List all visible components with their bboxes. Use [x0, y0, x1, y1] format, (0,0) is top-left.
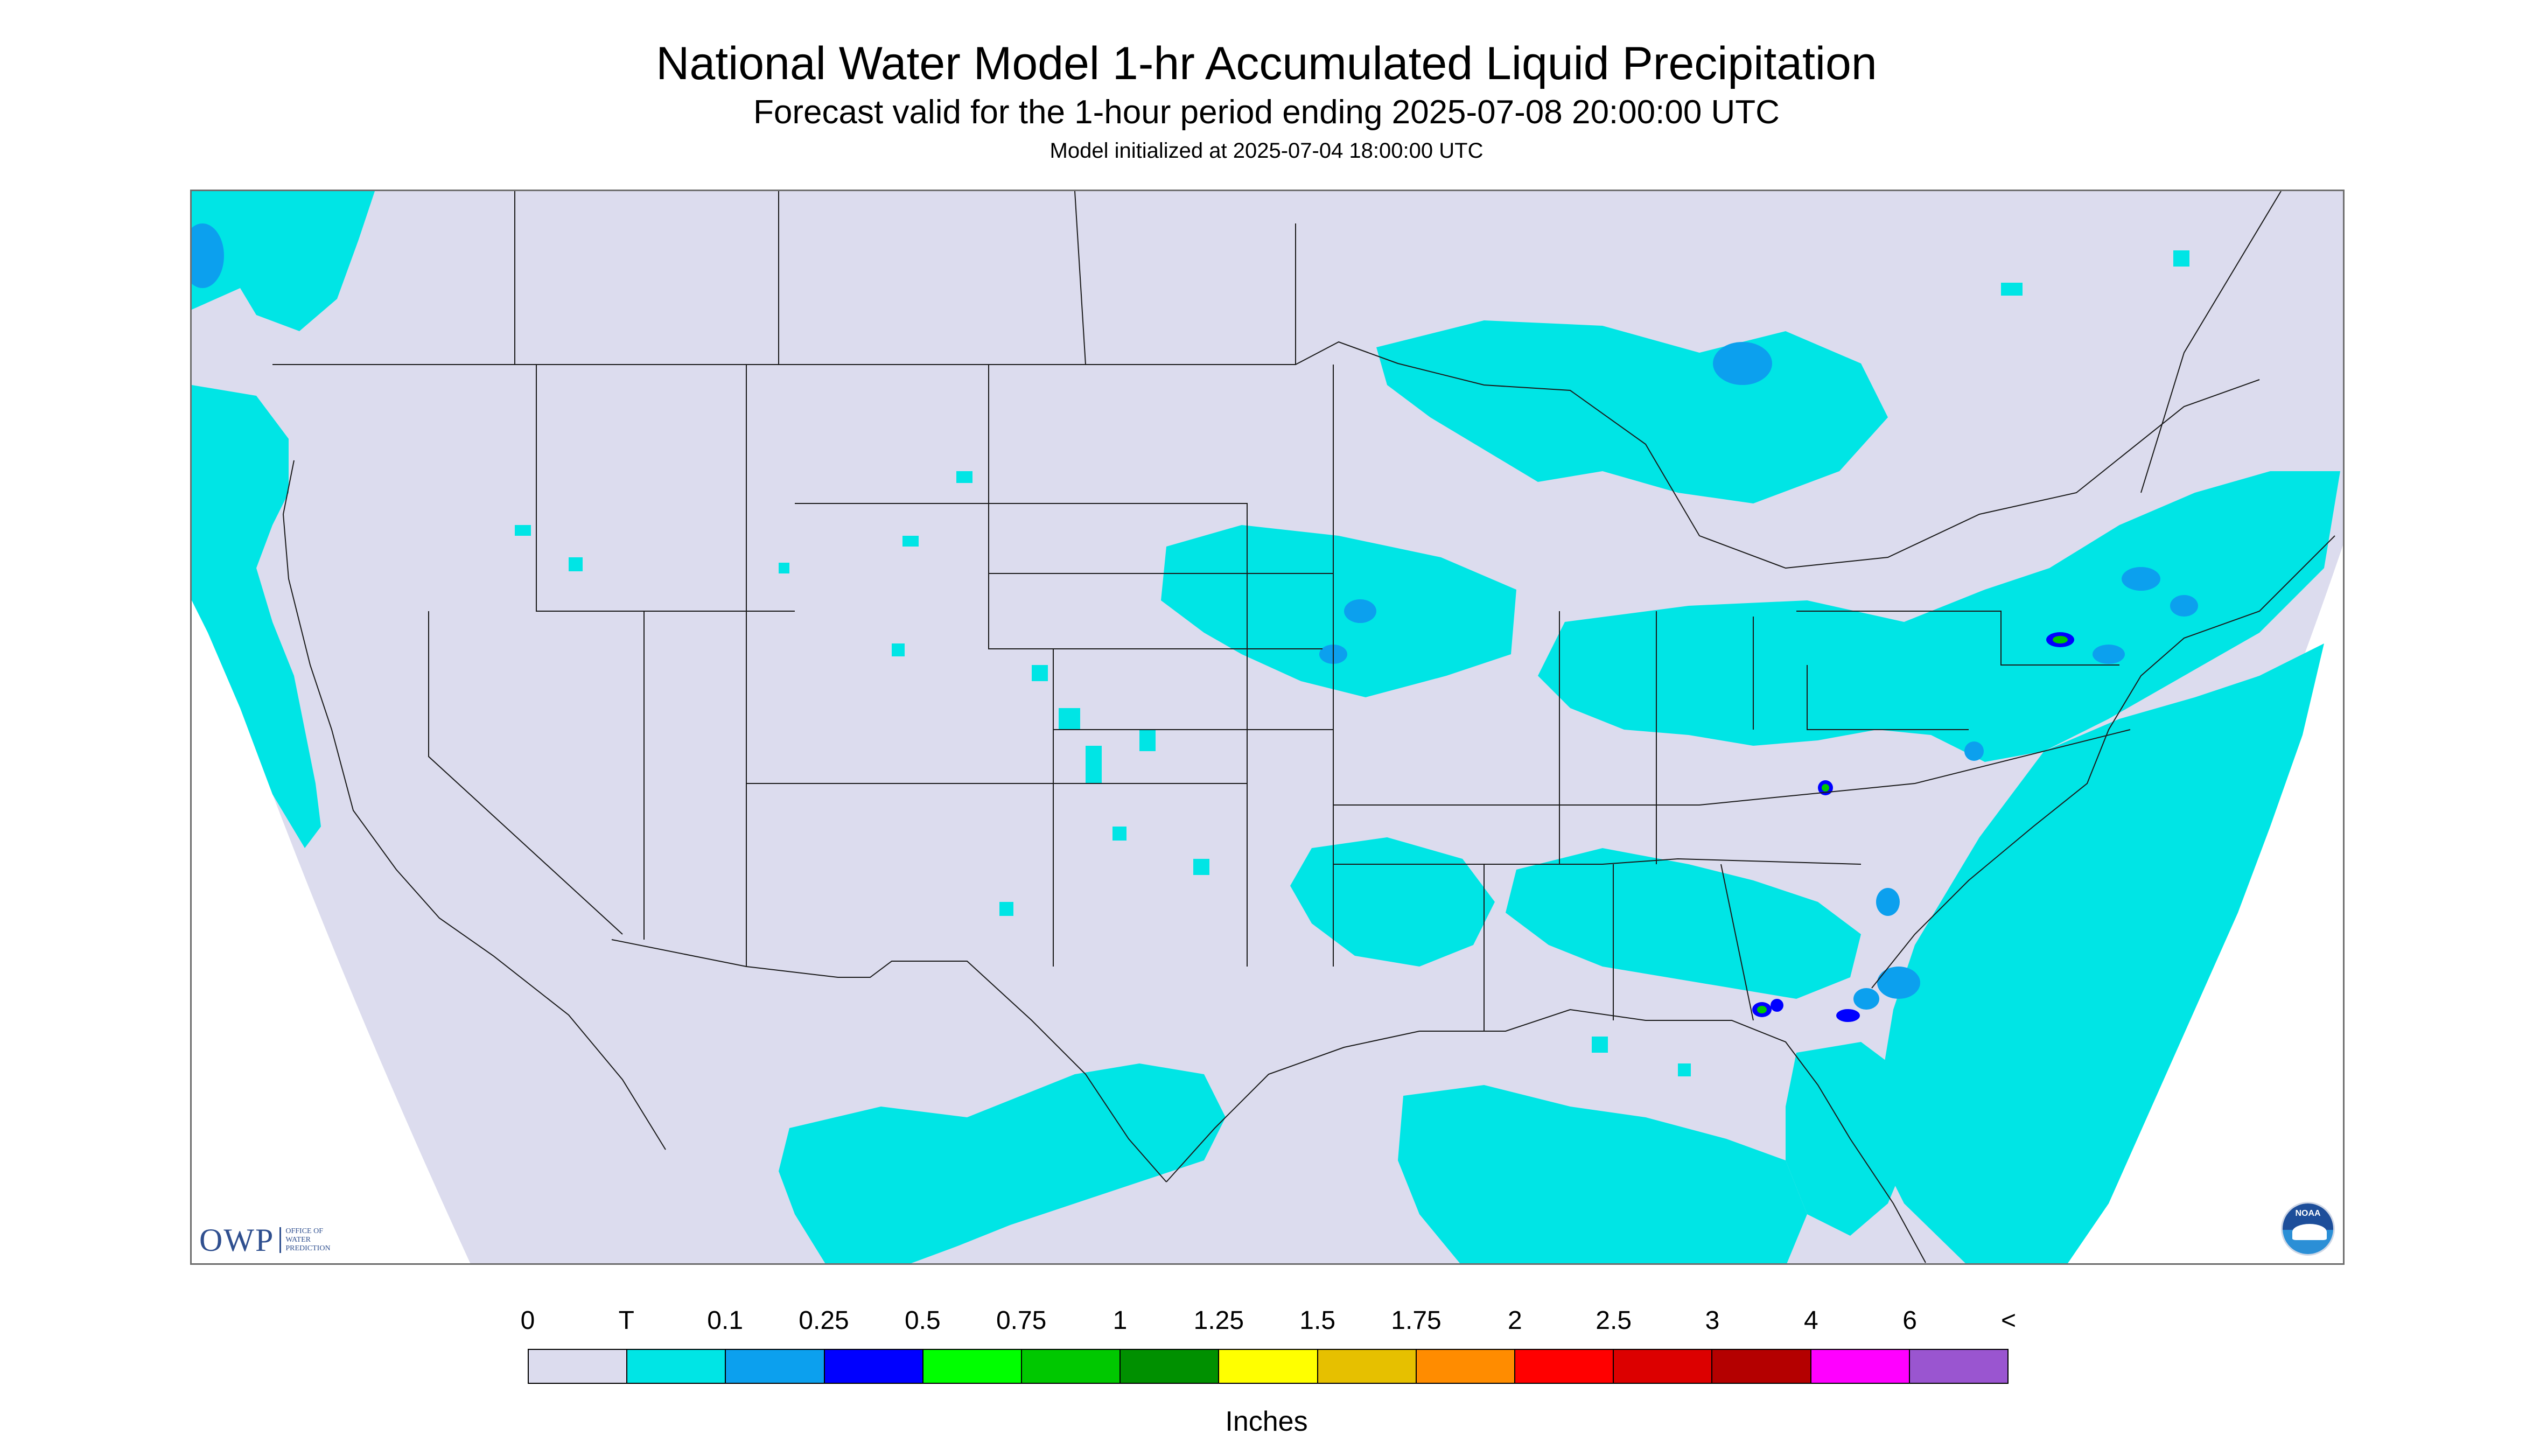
legend-swatch	[1614, 1350, 1713, 1383]
state-line-west-2	[428, 611, 623, 935]
legend-label: 3	[1705, 1306, 1720, 1335]
state-line-mid-atlantic	[1807, 665, 1969, 730]
legend-colorbar	[528, 1349, 2009, 1384]
legend-label: 0.25	[799, 1306, 849, 1335]
state-line-mountain-2	[795, 503, 1054, 967]
legend-swatch	[824, 1350, 923, 1383]
legend-swatch	[1416, 1350, 1516, 1383]
legend-swatch	[1121, 1350, 1220, 1383]
canada-quebec-line	[2140, 191, 2282, 493]
gulf-coast	[1166, 1009, 1926, 1263]
legend-swatch	[1022, 1350, 1121, 1383]
legend-swatch	[1909, 1350, 2008, 1383]
mexico-us-border	[611, 939, 1167, 1182]
legend-swatch	[923, 1350, 1023, 1383]
legend-swatch	[1811, 1350, 1910, 1383]
noaa-logo-bird	[2292, 1224, 2327, 1240]
owp-logo-mark: OWP	[199, 1222, 275, 1258]
precip-nw-canada	[192, 191, 375, 331]
legend-units: Inches	[1225, 1406, 1308, 1437]
legend-label: <	[2000, 1306, 2017, 1335]
legend-label: 6	[1902, 1306, 1918, 1335]
precip-ohio-valley	[1538, 471, 2340, 762]
atlantic-coast	[1871, 535, 2335, 989]
canada-province-line-3	[1074, 191, 1086, 365]
precip-light-areas	[192, 223, 2198, 1010]
legend-swatch	[1219, 1350, 1318, 1383]
state-line-central-2	[1333, 729, 2131, 806]
precipitation-map	[190, 190, 2345, 1265]
legend-label: 2	[1507, 1306, 1522, 1335]
legend-swatch	[529, 1350, 628, 1383]
noaa-logo: NOAA	[2281, 1202, 2335, 1256]
owp-logo: OWP OFFICE OF WATER PREDICTION	[199, 1222, 345, 1258]
precip-upper-midwest	[1161, 525, 1516, 697]
legend-label: 1	[1112, 1306, 1128, 1335]
legend-label: 0.75	[996, 1306, 1047, 1335]
state-line-central-3	[1333, 858, 1862, 865]
legend-label: 0.5	[904, 1306, 941, 1335]
canada-us-border	[272, 341, 2260, 569]
pacific-coast	[282, 460, 666, 1150]
state-line-east-6	[1720, 864, 1754, 1021]
precip-lower-mississippi	[1290, 837, 1495, 967]
precip-southeast-coast	[1872, 643, 2324, 1263]
precip-trace-spots	[515, 250, 2189, 1076]
precip-gulf-of-mexico	[1398, 1085, 1807, 1263]
legend-swatch	[1318, 1350, 1417, 1383]
map-title: National Water Model 1-hr Accumulated Li…	[656, 38, 1877, 89]
model-init-time: Model initialized at 2025-07-04 18:00:00…	[1049, 139, 1484, 163]
legend-label: 0	[520, 1306, 535, 1335]
legend-swatch	[1712, 1350, 1811, 1383]
legend-swatch	[1515, 1350, 1614, 1383]
legend-label: 1.75	[1391, 1306, 1442, 1335]
state-line-plains-1	[988, 365, 1248, 967]
legend-label: 1.25	[1193, 1306, 1244, 1335]
legend-label: 0.1	[707, 1306, 744, 1335]
state-line-northeast	[1796, 611, 2119, 666]
owp-logo-text: OFFICE OF WATER PREDICTION	[279, 1227, 345, 1253]
political-boundaries	[272, 191, 2335, 1263]
precip-south-texas	[779, 1063, 1226, 1263]
legend-label: 2.5	[1596, 1306, 1632, 1335]
legend-swatch	[726, 1350, 825, 1383]
legend-labels: 0 T 0.1 0.25 0.5 0.75 1 1.25 1.5 1.75 2 2.5 3 4 6 <	[521, 1306, 2016, 1338]
legend-label: 4	[1803, 1306, 1818, 1335]
legend-label: T	[618, 1306, 634, 1335]
precip-southeast-inland	[1506, 848, 1861, 999]
legend-swatch	[627, 1350, 726, 1383]
state-line-west-1	[536, 365, 795, 612]
precip-trace-areas	[192, 191, 2340, 1263]
map-subtitle: Forecast valid for the 1-hour period end…	[753, 94, 1780, 131]
map-svg	[192, 191, 2343, 1263]
noaa-logo-text: NOAA	[2295, 1209, 2321, 1218]
legend-label: 1.5	[1299, 1306, 1336, 1335]
precip-pacific-coast	[192, 385, 321, 848]
